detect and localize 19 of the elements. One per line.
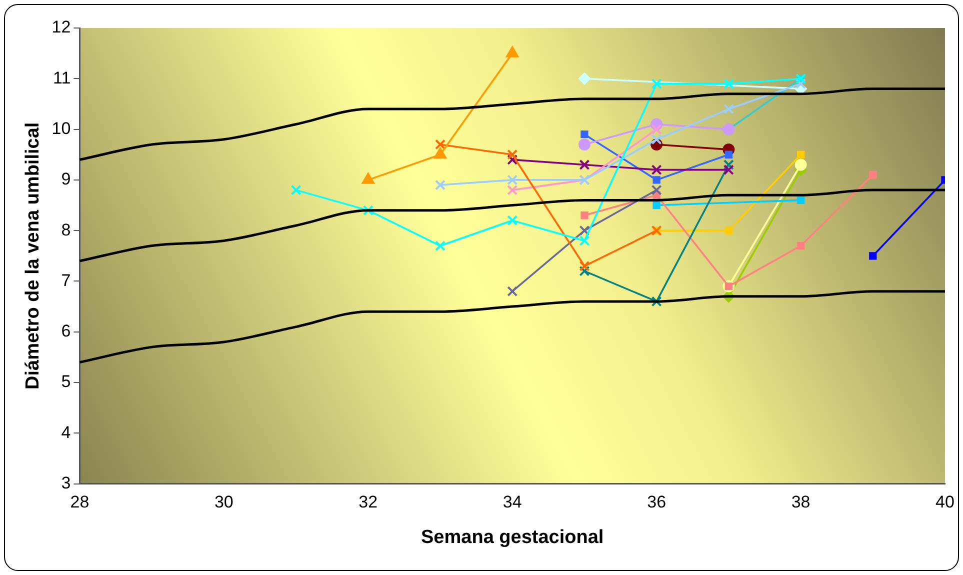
y-tick-label: 7 — [61, 270, 71, 290]
y-tick-label: 11 — [53, 68, 71, 88]
y-tick-label: 5 — [61, 372, 71, 392]
x-tick-label: 38 — [791, 492, 810, 512]
x-axis-title: Semana gestacional — [421, 526, 604, 548]
x-tick-label: 30 — [214, 492, 234, 512]
y-tick-label: 4 — [61, 422, 71, 442]
x-tick-label: 40 — [936, 492, 954, 512]
x-tick-label: 32 — [358, 492, 378, 512]
y-tick-label: 3 — [61, 473, 71, 492]
y-tick-label: 8 — [61, 220, 71, 240]
y-tick-label: 10 — [52, 118, 71, 138]
x-tick-label: 34 — [502, 492, 522, 512]
y-tick-label: 9 — [61, 170, 71, 189]
x-tick-label: 28 — [70, 492, 90, 512]
y-tick-label: 6 — [61, 322, 71, 341]
x-tick-label: 36 — [647, 492, 666, 512]
y-axis-title: Diámetro de la vena umbilical — [22, 122, 44, 390]
y-tick-label: 12 — [52, 18, 71, 37]
